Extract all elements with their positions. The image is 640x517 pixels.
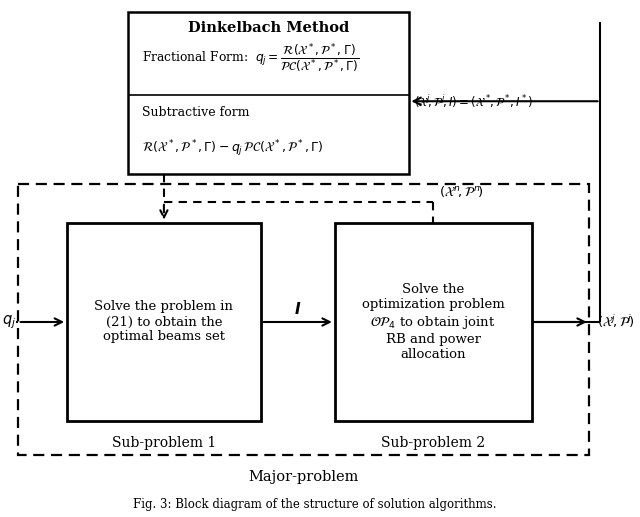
Text: $(\mathcal{X}^j\!,\mathcal{P}^j\!)$: $(\mathcal{X}^j\!,\mathcal{P}^j\!)$ [596,313,634,330]
Text: Fractional Form:  $q_j = \dfrac{\mathcal{R}(\mathcal{X}^*,\mathcal{P}^*,\Gamma)}: Fractional Form: $q_j = \dfrac{\mathcal{… [141,41,359,75]
Text: $(\mathcal{X}^j\!,\mathcal{P}^j\!,I) = (\mathcal{X}^*\!,\mathcal{P}^*\!,I^*)$: $(\mathcal{X}^j\!,\mathcal{P}^j\!,I) = (… [415,93,533,110]
Text: $\boldsymbol{I}$: $\boldsymbol{I}$ [294,301,301,317]
Text: Solve the problem in
(21) to obtain the
optimal beams set: Solve the problem in (21) to obtain the … [95,300,234,343]
Text: Dinkelbach Method: Dinkelbach Method [188,21,349,35]
Text: Major-problem: Major-problem [248,469,358,483]
Bar [335,223,532,421]
Text: Subtractive form: Subtractive form [141,106,249,119]
Text: $(\mathcal{X}^n\!,\mathcal{P}^n\!)$: $(\mathcal{X}^n\!,\mathcal{P}^n\!)$ [439,184,483,199]
Bar [18,184,589,455]
Text: Sub-problem 2: Sub-problem 2 [381,436,485,450]
Text: Sub-problem 1: Sub-problem 1 [112,436,216,450]
Text: Solve the
optimization problem
$\mathcal{OP}_4$ to obtain joint
RB and power
all: Solve the optimization problem $\mathcal… [362,283,504,361]
Text: Fig. 3: Block diagram of the structure of solution algorithms.: Fig. 3: Block diagram of the structure o… [133,497,497,511]
Bar [128,12,408,174]
Text: $q_j$: $q_j$ [2,313,16,331]
Text: $\mathcal{R}(\mathcal{X}^*,\mathcal{P}^*,\Gamma) - q_j\,\mathcal{PC}(\mathcal{X}: $\mathcal{R}(\mathcal{X}^*,\mathcal{P}^*… [141,139,323,159]
Bar [67,223,261,421]
